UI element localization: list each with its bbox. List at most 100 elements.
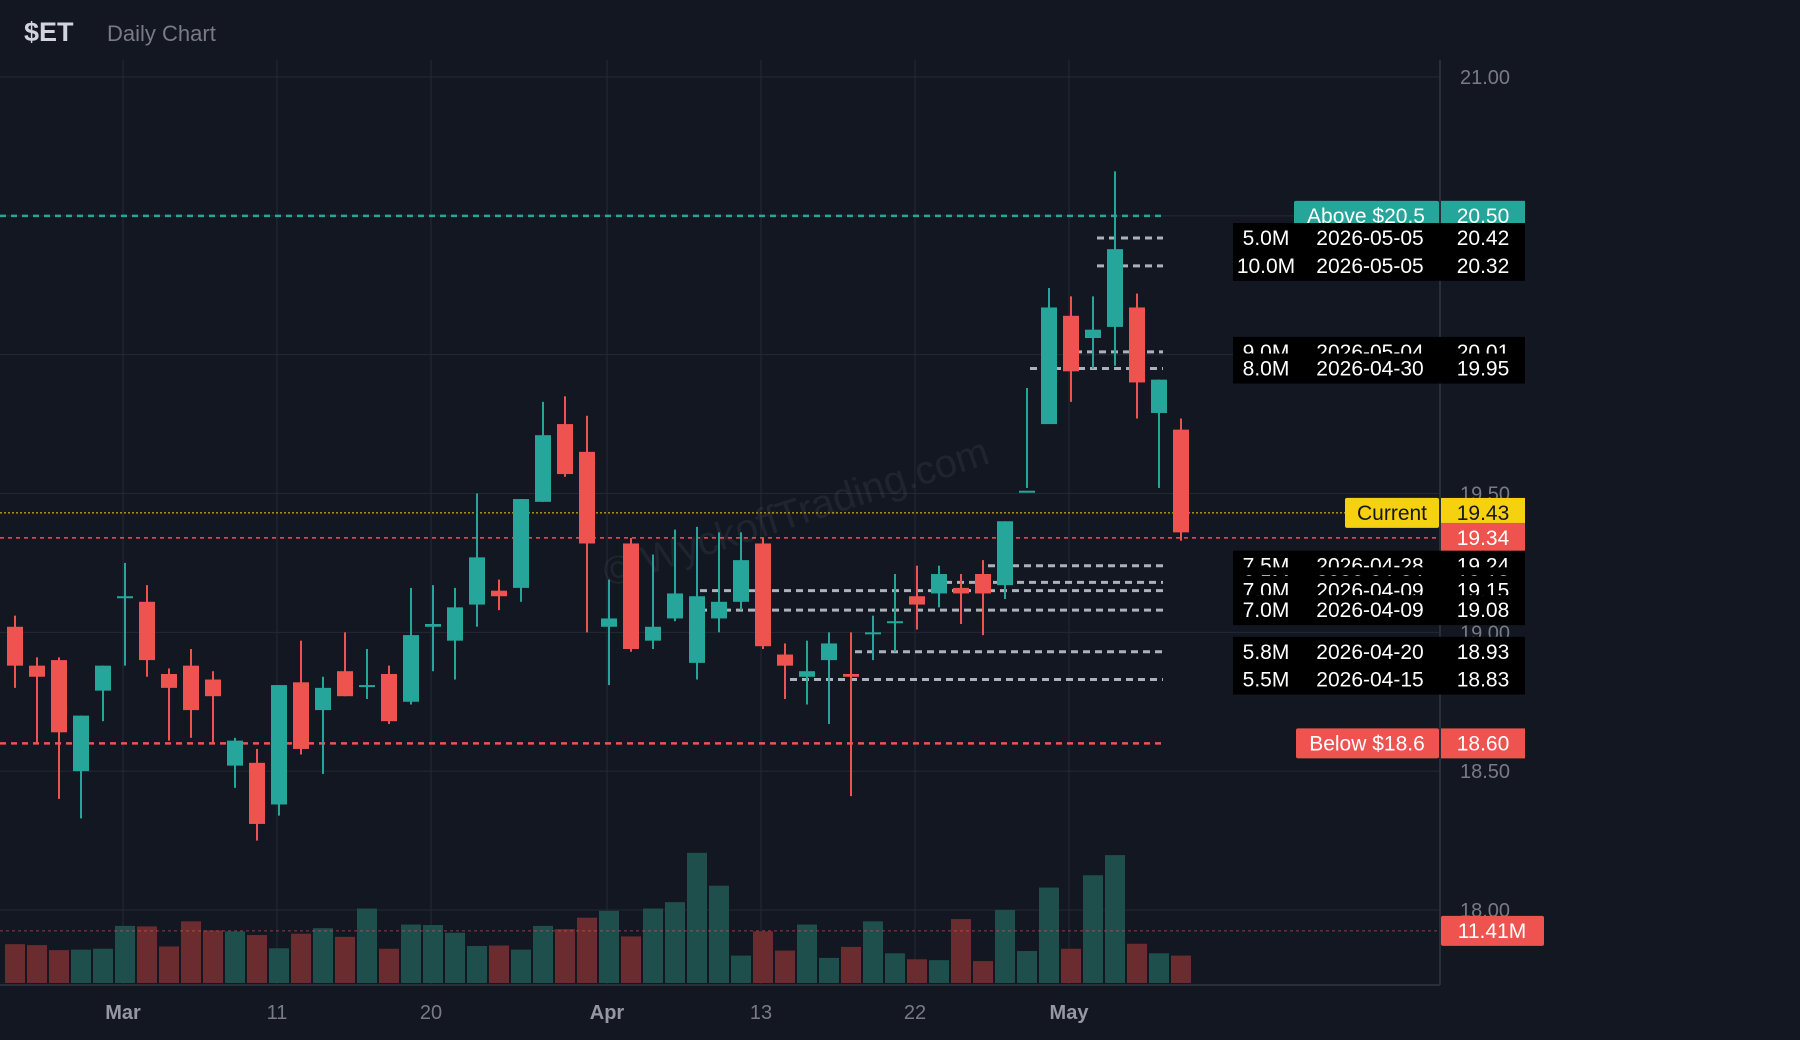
candle[interactable] xyxy=(227,737,243,788)
candle-body[interactable] xyxy=(579,451,595,544)
candle-body[interactable] xyxy=(667,593,683,619)
candle-body[interactable] xyxy=(95,665,111,691)
candle-body[interactable] xyxy=(293,682,309,749)
candle[interactable] xyxy=(1173,418,1189,541)
candle[interactable] xyxy=(7,615,23,688)
candle-body[interactable] xyxy=(997,521,1013,586)
candle[interactable] xyxy=(271,685,287,816)
candle-body[interactable] xyxy=(689,596,705,663)
candle-body[interactable] xyxy=(183,665,199,711)
candle-body[interactable] xyxy=(1019,490,1035,493)
candle-body[interactable] xyxy=(29,665,45,677)
candle[interactable] xyxy=(183,648,199,738)
candle[interactable] xyxy=(931,565,947,608)
candle-body[interactable] xyxy=(447,607,463,641)
candle[interactable] xyxy=(777,643,793,699)
candle[interactable] xyxy=(909,565,925,630)
candle[interactable] xyxy=(843,632,859,797)
candle-body[interactable] xyxy=(315,687,331,711)
candle[interactable] xyxy=(117,562,133,666)
candle[interactable] xyxy=(1085,296,1101,369)
candle[interactable] xyxy=(381,665,397,724)
candle[interactable] xyxy=(1063,296,1079,402)
candle[interactable] xyxy=(425,585,441,672)
candle-body[interactable] xyxy=(623,543,639,649)
candle[interactable] xyxy=(205,671,221,744)
candle-body[interactable] xyxy=(1085,329,1101,339)
candle[interactable] xyxy=(491,579,507,611)
candle[interactable] xyxy=(403,587,419,705)
candle[interactable] xyxy=(689,526,705,680)
candle-body[interactable] xyxy=(337,671,353,697)
candle-body[interactable] xyxy=(535,435,551,502)
candle[interactable] xyxy=(579,415,595,633)
candle[interactable] xyxy=(1019,387,1035,493)
candle[interactable] xyxy=(249,748,265,841)
candle[interactable] xyxy=(1041,288,1057,425)
candle-body[interactable] xyxy=(1129,307,1145,383)
candle-body[interactable] xyxy=(271,685,287,805)
candle-body[interactable] xyxy=(843,673,859,677)
candle-body[interactable] xyxy=(73,715,89,772)
candle[interactable] xyxy=(601,579,617,686)
candle-body[interactable] xyxy=(1151,379,1167,413)
candle-body[interactable] xyxy=(1107,249,1123,327)
candle[interactable] xyxy=(1151,379,1167,488)
candle[interactable] xyxy=(975,560,991,636)
candle[interactable] xyxy=(51,657,67,799)
candle-body[interactable] xyxy=(403,635,419,702)
candle[interactable] xyxy=(645,554,661,649)
candle-body[interactable] xyxy=(513,499,529,588)
candle[interactable] xyxy=(535,401,551,502)
candle-body[interactable] xyxy=(755,543,771,647)
candle-body[interactable] xyxy=(117,596,133,599)
candle[interactable] xyxy=(315,676,331,774)
candle-body[interactable] xyxy=(953,587,969,594)
candle[interactable] xyxy=(139,585,155,677)
candle-body[interactable] xyxy=(1041,307,1057,425)
candle[interactable] xyxy=(557,396,573,477)
candle-body[interactable] xyxy=(491,590,507,597)
candle[interactable] xyxy=(887,574,903,652)
candle[interactable] xyxy=(821,632,837,724)
candle-body[interactable] xyxy=(1173,429,1189,533)
candle-body[interactable] xyxy=(821,643,837,661)
candle[interactable] xyxy=(1129,293,1145,419)
candle[interactable] xyxy=(161,668,177,741)
candle[interactable] xyxy=(469,493,485,627)
candle-body[interactable] xyxy=(425,624,441,627)
candle-body[interactable] xyxy=(601,618,617,627)
candle[interactable] xyxy=(95,665,111,722)
candle-body[interactable] xyxy=(931,574,947,594)
candle-body[interactable] xyxy=(51,660,67,733)
candle-body[interactable] xyxy=(711,601,727,619)
candle-body[interactable] xyxy=(205,679,221,697)
candle[interactable] xyxy=(337,632,353,697)
candle-body[interactable] xyxy=(139,601,155,661)
candle[interactable] xyxy=(733,532,749,611)
candle-body[interactable] xyxy=(777,654,793,666)
candle-body[interactable] xyxy=(1063,315,1079,372)
candle-body[interactable] xyxy=(887,621,903,624)
candle[interactable] xyxy=(799,640,815,705)
candle[interactable] xyxy=(953,574,969,625)
candle-body[interactable] xyxy=(733,560,749,602)
candle-body[interactable] xyxy=(249,762,265,824)
candle[interactable] xyxy=(667,529,683,622)
candle-body[interactable] xyxy=(799,671,815,677)
candle[interactable] xyxy=(865,615,881,661)
candle[interactable] xyxy=(447,587,463,680)
candle[interactable] xyxy=(711,532,727,633)
candle-body[interactable] xyxy=(975,574,991,594)
candle-body[interactable] xyxy=(865,632,881,635)
candle[interactable] xyxy=(513,499,529,602)
candles[interactable] xyxy=(7,171,1189,841)
candle-body[interactable] xyxy=(557,424,573,475)
candle[interactable] xyxy=(1107,171,1123,366)
candle[interactable] xyxy=(997,521,1013,600)
candle-body[interactable] xyxy=(909,596,925,605)
candle[interactable] xyxy=(293,640,309,755)
candle-body[interactable] xyxy=(359,685,375,688)
candle[interactable] xyxy=(29,657,45,744)
